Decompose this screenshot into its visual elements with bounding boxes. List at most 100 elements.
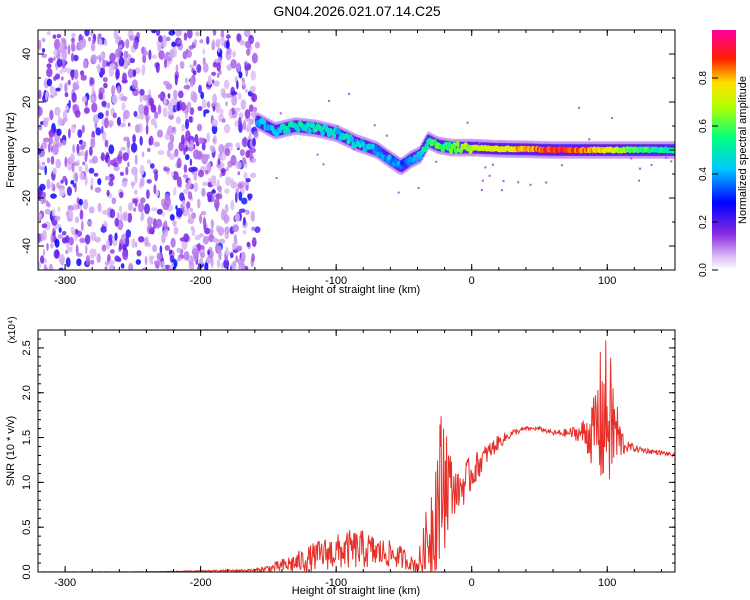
noise-speckle	[51, 208, 56, 217]
x-tick-label: -100	[325, 577, 347, 589]
noise-speckle	[148, 97, 155, 106]
noise-speckle	[217, 158, 221, 166]
noise-speckle	[59, 69, 64, 75]
noise-speckle	[108, 180, 114, 187]
noise-speckle	[60, 37, 66, 44]
noise-speckle	[179, 61, 185, 69]
noise-speckle	[230, 181, 238, 189]
noise-speckle	[211, 124, 218, 135]
noise-speckle	[152, 54, 157, 59]
sparse-point	[316, 153, 319, 156]
sparse-point	[478, 142, 481, 145]
noise-speckle	[116, 116, 121, 126]
snr-xlabel: Height of straight line (km)	[292, 585, 420, 597]
noise-speckle	[244, 30, 251, 38]
noise-speckle	[127, 68, 134, 79]
noise-speckle	[83, 107, 90, 114]
noise-speckle	[122, 152, 129, 162]
noise-speckle	[210, 178, 216, 186]
noise-speckle	[91, 102, 98, 113]
noise-speckle	[246, 48, 251, 56]
sparse-point	[588, 138, 591, 141]
noise-speckle	[199, 39, 204, 44]
noise-speckle	[91, 84, 95, 95]
noise-speckle	[72, 104, 77, 111]
noise-speckle	[108, 260, 115, 266]
noise-speckle	[148, 135, 154, 146]
noise-speckle	[151, 30, 157, 34]
noise-speckle	[101, 125, 104, 135]
noise-speckle	[78, 198, 84, 206]
noise-speckle	[73, 54, 79, 62]
noise-speckle	[43, 266, 48, 270]
noise-speckle	[242, 229, 247, 235]
noise-speckle	[149, 255, 155, 260]
noise-speckle	[102, 77, 108, 83]
x-tick-label: -300	[54, 577, 76, 589]
noise-speckle	[173, 126, 177, 135]
noise-speckle	[152, 218, 157, 229]
noise-speckle	[54, 238, 60, 248]
ridge-core	[310, 122, 316, 129]
noise-speckle	[46, 67, 53, 78]
noise-speckle	[71, 92, 77, 103]
noise-speckle	[38, 89, 42, 100]
noise-speckle	[237, 171, 241, 176]
noise-speckle	[232, 50, 237, 58]
noise-speckle	[78, 165, 83, 173]
noise-speckle	[225, 40, 230, 49]
noise-speckle	[238, 71, 243, 79]
noise-speckle	[163, 55, 171, 60]
noise-speckle	[127, 161, 130, 168]
noise-speckle	[106, 102, 111, 109]
noise-speckle	[127, 212, 133, 223]
noise-speckle	[215, 102, 221, 114]
noise-speckle	[99, 56, 102, 64]
noise-speckle	[106, 176, 111, 181]
noise-speckle	[103, 82, 108, 89]
noise-speckle	[111, 85, 116, 96]
noise-speckle	[219, 173, 223, 178]
x-tick-label: -100	[325, 275, 347, 287]
noise-speckle	[224, 203, 229, 214]
noise-speckle	[119, 171, 124, 176]
noise-speckle	[212, 93, 218, 105]
noise-speckle	[103, 220, 107, 227]
noise-speckle	[82, 60, 88, 69]
noise-speckle	[185, 130, 191, 142]
noise-speckle	[133, 207, 136, 212]
noise-speckle	[39, 166, 46, 171]
noise-speckle	[59, 42, 66, 54]
noise-speckle	[157, 44, 162, 52]
noise-speckle	[249, 38, 254, 43]
figure-title: GN04.2026.021.07.14.C25	[273, 3, 441, 19]
noise-speckle	[83, 199, 89, 210]
noise-speckle	[193, 182, 199, 192]
noise-speckle	[202, 216, 206, 227]
noise-speckle	[130, 181, 136, 187]
noise-speckle	[90, 231, 97, 241]
noise-speckle	[225, 34, 231, 39]
noise-speckle	[139, 88, 145, 96]
noise-speckle	[147, 159, 152, 165]
noise-speckle	[48, 136, 53, 145]
noise-speckle	[168, 114, 174, 120]
noise-speckle	[181, 124, 185, 132]
noise-speckle	[237, 183, 243, 189]
noise-speckle	[162, 34, 167, 44]
noise-speckle	[168, 249, 173, 255]
noise-speckle	[196, 123, 203, 132]
noise-speckle	[97, 112, 104, 119]
noise-speckle	[189, 139, 194, 151]
noise-speckle	[201, 153, 208, 165]
colorbar-tick-label: 0.6	[698, 119, 709, 133]
noise-speckle	[101, 209, 109, 215]
sparse-point	[488, 174, 491, 177]
noise-speckle	[168, 30, 176, 36]
noise-speckle	[134, 172, 138, 184]
noise-speckle	[68, 246, 73, 253]
noise-speckle	[122, 211, 127, 222]
noise-speckle	[60, 76, 64, 81]
noise-speckle	[46, 178, 51, 190]
sparse-point	[560, 164, 563, 167]
